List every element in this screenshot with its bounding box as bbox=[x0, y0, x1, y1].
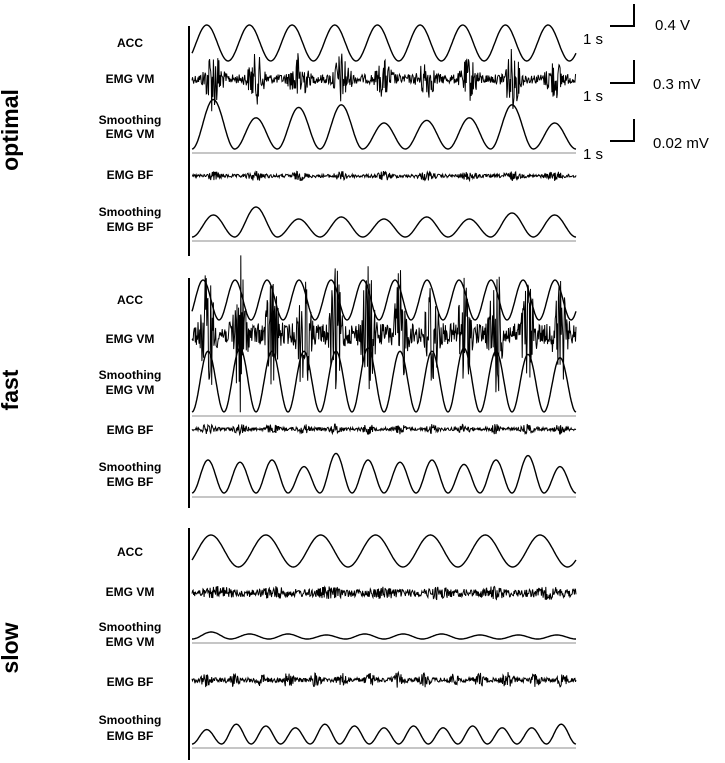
scale-bar-acc-time: 1 s bbox=[583, 31, 603, 48]
panel-fast: fast ACC EMG VM Smoothing EMG VM EMG BF … bbox=[0, 278, 190, 508]
row-label-smoothing-vm-line1: Smoothing bbox=[99, 620, 162, 634]
row-label-smoothing-vm-line1: Smoothing bbox=[99, 113, 162, 127]
envelope-trace bbox=[191, 206, 577, 238]
scale-bar-acc: 1 s 0.4 V bbox=[583, 4, 690, 48]
envelope-trace bbox=[192, 631, 576, 640]
scale-bar-smoothing: 1 s 0.02 mV bbox=[583, 119, 709, 163]
scale-bar-emg-time: 1 s bbox=[583, 88, 603, 105]
emg-trace bbox=[191, 48, 577, 112]
emg-trace bbox=[191, 670, 577, 688]
envelope-trace bbox=[191, 723, 577, 745]
panel-slow: slow ACC EMG VM Smoothing EMG VM EMG BF … bbox=[0, 528, 190, 760]
row-label-acc: ACC bbox=[117, 545, 143, 559]
scale-bar-acc-amplitude: 0.4 V bbox=[655, 17, 690, 34]
acc-trace bbox=[191, 534, 577, 568]
emg-trace bbox=[191, 423, 577, 437]
row-label-emg-vm: EMG VM bbox=[106, 585, 155, 599]
row-label-smoothing-bf-line1: Smoothing bbox=[99, 460, 162, 474]
scale-bar-emg: 1 s 0.3 mV bbox=[583, 60, 701, 105]
panel-label-slow: slow bbox=[0, 622, 23, 673]
envelope-trace bbox=[191, 347, 577, 413]
panel-label-optimal: optimal bbox=[0, 89, 23, 171]
row-label-emg-bf: EMG BF bbox=[107, 675, 154, 689]
row-label-emg-vm: EMG VM bbox=[106, 332, 155, 346]
row-label-acc: ACC bbox=[117, 36, 143, 50]
traces-layer bbox=[191, 24, 577, 749]
row-label-smoothing-bf-line2: EMG BF bbox=[107, 729, 154, 743]
acc-trace bbox=[191, 24, 577, 62]
scale-bar-smoothing-amplitude: 0.02 mV bbox=[653, 135, 709, 152]
panel-optimal: optimal ACC EMG VM Smoothing EMG VM EMG … bbox=[0, 26, 190, 256]
row-label-acc: ACC bbox=[117, 293, 143, 307]
row-label-smoothing-bf-line1: Smoothing bbox=[99, 205, 162, 219]
row-label-smoothing-bf-line1: Smoothing bbox=[99, 713, 162, 727]
envelope-trace bbox=[191, 452, 577, 494]
row-label-smoothing-vm-line2: EMG VM bbox=[106, 127, 155, 141]
scale-bar-emg-amplitude: 0.3 mV bbox=[653, 76, 701, 93]
row-label-smoothing-vm-line1: Smoothing bbox=[99, 368, 162, 382]
envelope-trace bbox=[191, 98, 577, 150]
row-label-smoothing-vm-line2: EMG VM bbox=[106, 383, 155, 397]
row-label-smoothing-bf-line2: EMG BF bbox=[107, 475, 154, 489]
row-label-smoothing-vm-line2: EMG VM bbox=[106, 635, 155, 649]
row-label-emg-bf: EMG BF bbox=[107, 168, 154, 182]
row-label-emg-bf: EMG BF bbox=[107, 423, 154, 437]
emg-trace bbox=[191, 585, 577, 601]
emg-trace bbox=[191, 255, 577, 413]
row-label-smoothing-bf-line2: EMG BF bbox=[107, 220, 154, 234]
acc-trace bbox=[191, 279, 577, 321]
scale-bar-smoothing-time: 1 s bbox=[583, 146, 603, 163]
emg-trace bbox=[191, 170, 577, 183]
row-label-emg-vm: EMG VM bbox=[106, 72, 155, 86]
panel-label-fast: fast bbox=[0, 369, 23, 410]
